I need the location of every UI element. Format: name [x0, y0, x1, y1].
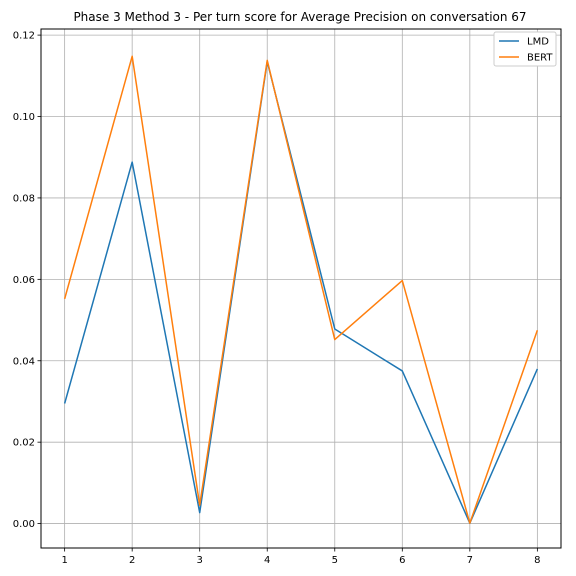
legend-label-bert: BERT	[527, 53, 553, 64]
series-line-bert	[63, 55, 539, 524]
x-tick-label: 4	[264, 555, 270, 566]
y-tick-label: 0.02	[13, 438, 35, 449]
plot-area-frame	[40, 28, 562, 549]
y-tick-label: 0.04	[13, 356, 35, 367]
x-tick-label: 6	[399, 555, 405, 566]
grid	[41, 29, 561, 548]
x-tick-label: 2	[129, 555, 135, 566]
y-tick-label: 0.08	[13, 193, 35, 204]
x-tick-label: 8	[534, 555, 540, 566]
y-tick-label: 0.12	[13, 31, 35, 42]
chart-title: Phase 3 Method 3 - Per turn score for Av…	[73, 10, 526, 24]
x-tick-label: 5	[332, 555, 338, 566]
y-tick-label: 0.00	[13, 519, 35, 530]
y-tick-label: 0.10	[13, 112, 35, 123]
x-tick-label: 1	[61, 555, 67, 566]
x-axis: 1 2 3 4 5 6 7 8	[61, 548, 541, 566]
series-line-lmd	[63, 60, 539, 524]
legend: LMD BERT	[493, 31, 557, 67]
x-tick-label: 3	[197, 555, 203, 566]
legend-label-lmd: LMD	[527, 37, 549, 48]
y-axis: 0.00 0.02 0.04 0.06 0.08 0.10 0.12	[13, 31, 41, 530]
x-tick-label: 7	[467, 555, 473, 566]
series-lines	[63, 55, 539, 524]
y-tick-label: 0.06	[13, 275, 35, 286]
